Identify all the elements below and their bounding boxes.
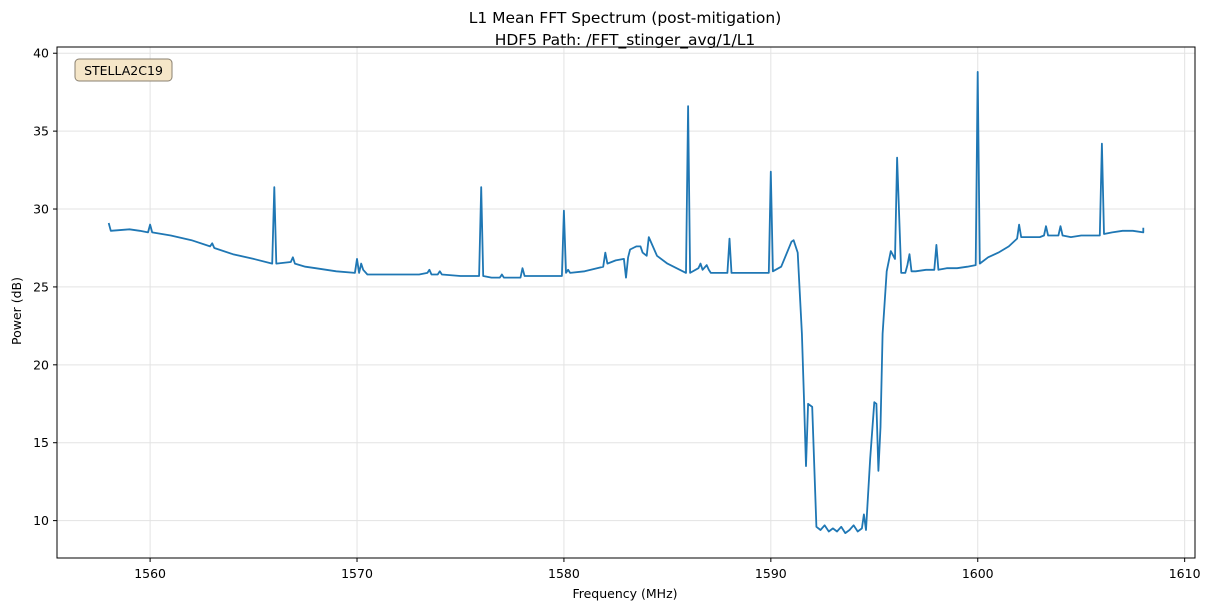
y-tick-label: 15 [33,435,49,450]
chart-subtitle: HDF5 Path: /FFT_stinger_avg/1/L1 [495,31,756,50]
y-tick-label: 40 [33,46,49,61]
chart-title: L1 Mean FFT Spectrum (post-mitigation) [469,9,782,27]
x-tick-label: 1610 [1169,566,1201,581]
y-tick-label: 20 [33,357,49,372]
plot-series [107,71,1145,534]
y-tick-label: 25 [33,279,49,294]
x-tick-label: 1590 [755,566,787,581]
x-tick-label: 1580 [548,566,580,581]
grid-lines [57,47,1195,558]
annotation-box [74,58,173,82]
y-tick-label: 35 [33,124,49,139]
y-axis-ticks: 10 15 20 25 30 35 40 [33,46,57,528]
y-axis-label: Power (dB) [9,277,24,345]
x-axis-label: Frequency (MHz) [572,586,677,601]
x-tick-label: 1600 [962,566,994,581]
y-tick-label: 30 [33,202,49,217]
annotation-badge: STELLA2C19 [74,58,173,82]
x-axis-ticks: 1560 1570 1580 1590 1600 1610 [134,558,1201,581]
series-line [107,71,1145,534]
x-tick-label: 1560 [134,566,166,581]
y-tick-label: 10 [33,513,49,528]
plot-frame [56,46,1196,559]
annotation-text: STELLA2C19 [84,63,163,78]
x-tick-label: 1570 [341,566,373,581]
